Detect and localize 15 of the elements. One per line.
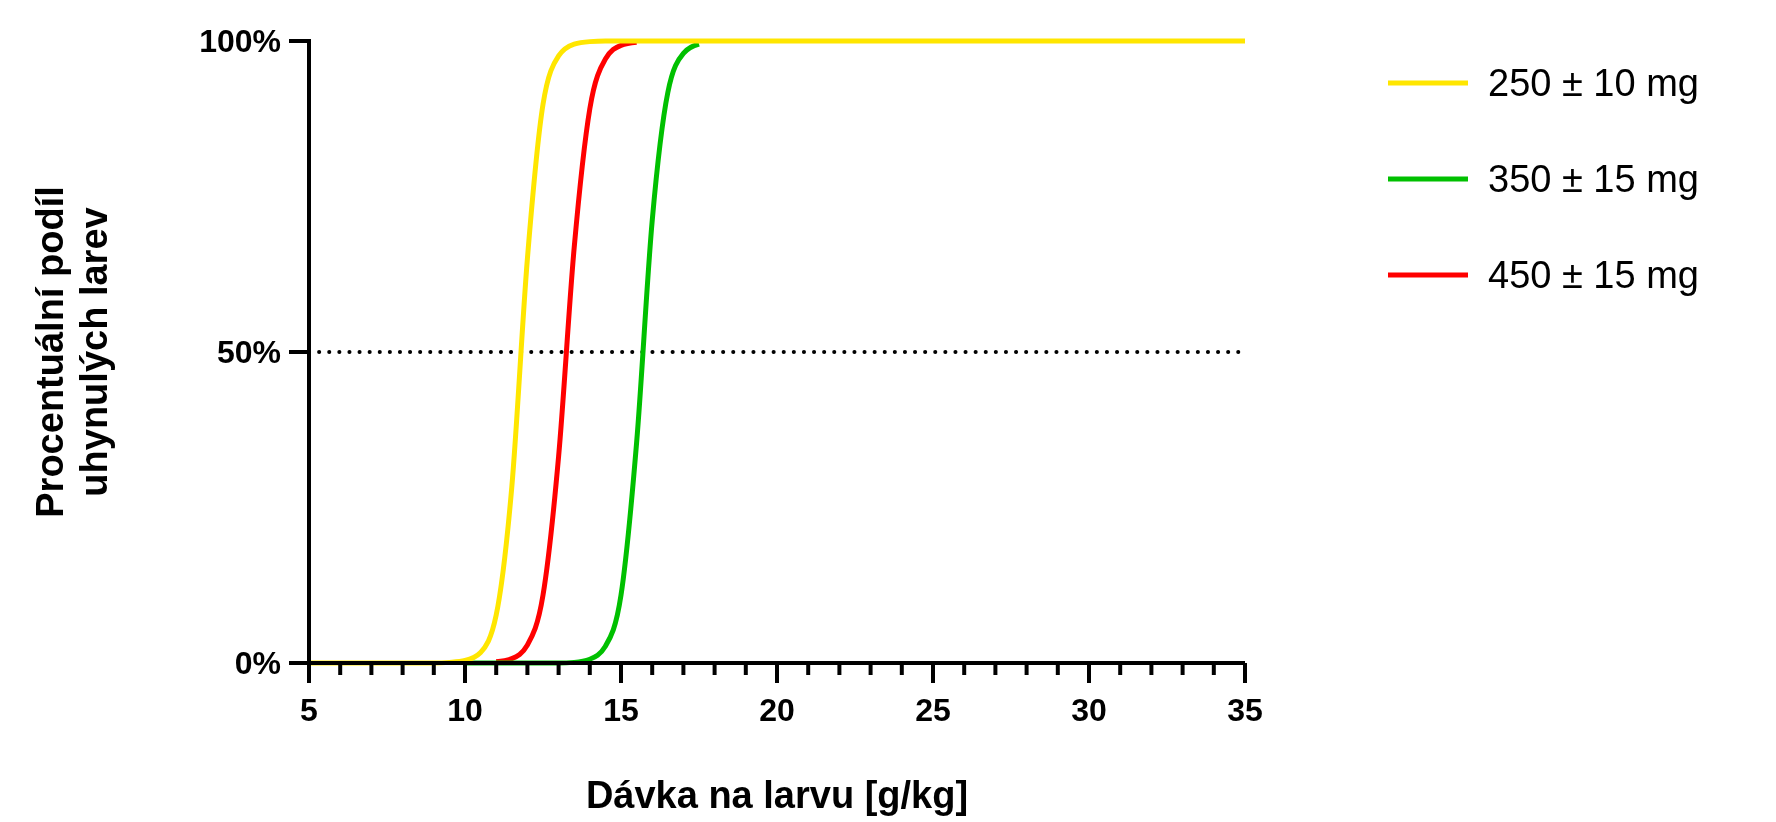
x-tick-label: 35	[1227, 692, 1263, 728]
legend-label: 350 ± 15 mg	[1488, 158, 1699, 200]
y-tick-label: 100%	[199, 23, 281, 59]
x-tick-label: 25	[915, 692, 951, 728]
y-tick-label: 0%	[234, 645, 281, 681]
x-tick-label: 20	[759, 692, 795, 728]
y-axis-title: Procentuální podíl uhynulých larev	[29, 186, 115, 518]
x-axis-title: Dávka na larvu [g/kg]	[585, 774, 969, 816]
x-tick-label: 10	[447, 692, 483, 728]
legend-label: 250 ± 10 mg	[1488, 62, 1699, 104]
x-tick-label: 30	[1071, 692, 1107, 728]
legend-label: 450 ± 15 mg	[1488, 254, 1699, 296]
y-tick-label: 50%	[216, 334, 281, 370]
x-tick-label: 5	[300, 692, 318, 728]
x-tick-label: 15	[603, 692, 639, 728]
